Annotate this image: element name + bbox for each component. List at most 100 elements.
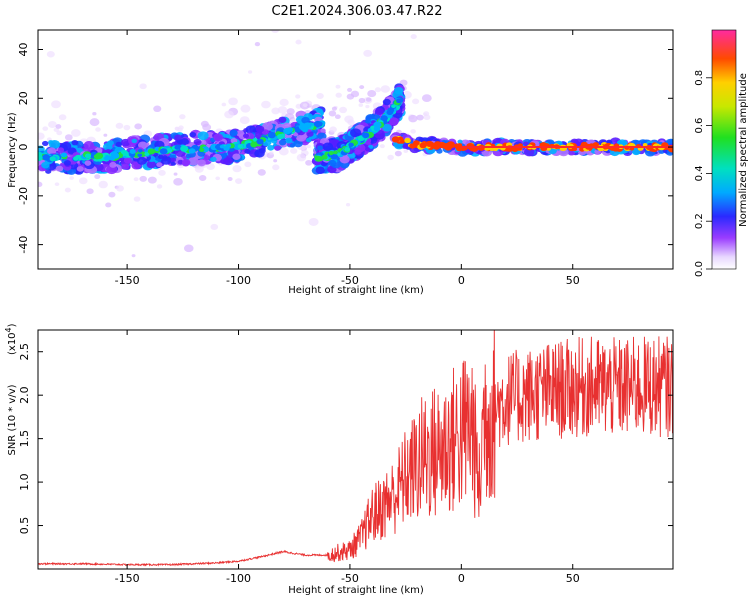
spectrogram-blob — [103, 154, 111, 161]
spectrogram-blob — [214, 144, 222, 150]
colorbar: 0.0 0.2 0.4 0.6 0.8 Normalized spectral ampl… — [694, 29, 749, 277]
spectrogram-blob — [170, 161, 177, 166]
spectrogram-blob — [188, 148, 196, 154]
spectrogram-blob — [267, 144, 275, 151]
spectrogram-blob — [206, 163, 215, 171]
snr-panel: -150 -100 -50 0 50 0.5 1.0 1.5 2.0 2.5 Height of… — [4, 323, 674, 596]
spectrogram-blob — [317, 156, 324, 162]
spectrogram-blob — [116, 185, 124, 192]
spectrogram-panel: -150 -100 -50 0 50 -40 -20 0 20 40 Height of str… — [7, 29, 674, 296]
spectrogram-blob — [95, 127, 101, 132]
spectrogram-blob — [156, 162, 163, 168]
spectrogram-blob — [199, 139, 207, 146]
spectrogram-blob — [103, 133, 108, 137]
colorbar-ticks: 0.0 0.2 0.4 0.6 0.8 — [694, 70, 712, 277]
spectrogram-blob — [131, 254, 136, 258]
spectrogram-y-ticks: -40 -20 0 20 40 — [17, 43, 673, 254]
spectrogram-blob — [120, 138, 131, 147]
snr-exponent-base: (x10 — [7, 332, 18, 355]
spectrogram-blob — [188, 157, 199, 166]
spectrogram-blob — [363, 49, 373, 57]
spectrogram-blob — [402, 143, 410, 149]
bot-y-tick-label: 2.5 — [18, 343, 31, 361]
spectrogram-blob — [69, 176, 74, 180]
spectrogram-blob — [296, 134, 304, 141]
spectrogram-blob — [368, 144, 374, 149]
spectrogram-blob — [436, 148, 443, 154]
spectrogram-blob — [147, 176, 157, 184]
spectrogram-blob — [379, 144, 385, 149]
bot-y-tick-label: 1.0 — [18, 473, 31, 491]
spectrogram-blob — [277, 106, 288, 114]
top-x-tick-label: 0 — [458, 274, 465, 287]
spectrogram-blob — [244, 161, 252, 168]
spectrogram-blob — [56, 130, 63, 136]
spectrogram-blob — [54, 182, 60, 187]
spectrogram-blob — [286, 127, 294, 133]
spectrogram-blob — [41, 161, 50, 169]
spectrogram-blob — [296, 153, 307, 162]
spectrogram-blob — [78, 177, 88, 185]
spectrogram-blob — [95, 152, 104, 160]
top-x-tick-label: -150 — [115, 274, 140, 287]
spectrogram-blob — [272, 164, 280, 171]
spectrogram-blob — [210, 156, 217, 162]
spectrogram-blob — [227, 177, 233, 182]
spectrogram-blob — [328, 110, 337, 117]
spectrogram-blob — [144, 151, 150, 156]
spectrogram-blob — [404, 137, 411, 144]
spectrogram-blob — [387, 107, 395, 113]
spectrogram-blob — [129, 148, 136, 154]
spectrogram-blob — [198, 175, 207, 182]
spectrogram-blob — [421, 94, 432, 103]
spectrogram-blob — [257, 169, 266, 176]
spectrogram-blob — [177, 127, 183, 132]
spectrogram-blob — [523, 141, 529, 147]
top-y-tick-label: 40 — [17, 43, 30, 57]
spectrogram-blob — [373, 114, 381, 120]
spectrogram-blob — [333, 150, 338, 155]
spectrogram-blob — [181, 158, 191, 166]
spectrogram-y-label: Frequency (Hz) — [7, 112, 18, 188]
spectrogram-blob — [84, 160, 92, 166]
spectrogram-blob — [173, 177, 183, 186]
spectrogram-blob — [215, 176, 221, 181]
snr-exponent-close: ) — [7, 323, 18, 327]
spectrogram-blob — [374, 107, 384, 116]
bot-y-tick-label: 1.5 — [18, 430, 31, 448]
spectrogram-blob — [38, 181, 43, 188]
spectrogram-blob — [210, 223, 219, 230]
spectrogram-blob — [344, 115, 354, 124]
snr-exponent-label: (x104) — [4, 323, 18, 355]
top-x-tick-label: 50 — [566, 274, 580, 287]
bot-y-tick-label: 0.5 — [18, 517, 31, 535]
spectrogram-blob — [391, 136, 400, 143]
spectrogram-blob — [255, 125, 265, 133]
spectrogram-blob — [350, 128, 362, 138]
spectrogram-blob — [295, 128, 301, 133]
spectrogram-blob — [261, 100, 271, 109]
snr-exponent-sup: 4 — [4, 327, 13, 332]
spectrogram-blob — [94, 174, 101, 180]
spectrogram-blob — [170, 157, 177, 163]
colorbar-tick-label: 0.2 — [694, 213, 705, 229]
spectrogram-blob — [133, 196, 141, 202]
spectrogram-blob — [224, 110, 234, 119]
bot-x-tick-label: -50 — [341, 572, 359, 585]
snr-x-label: Height of straight line (km) — [288, 585, 424, 596]
spectrogram-blob — [425, 140, 434, 148]
top-x-tick-label: -100 — [226, 274, 251, 287]
spectrogram-blob — [157, 154, 164, 160]
spectrogram-blob — [382, 123, 392, 132]
spectrogram-blob — [247, 70, 253, 74]
spectrogram-blob — [57, 147, 65, 153]
spectrogram-blob — [271, 107, 280, 115]
spectrogram-blob — [339, 155, 350, 164]
spectrogram-blob — [329, 126, 337, 133]
spectrogram-blob — [42, 154, 50, 161]
top-y-tick-label: 0 — [17, 144, 30, 151]
spectrogram-blob — [115, 141, 123, 147]
bot-y-tick-label: 2.0 — [18, 386, 31, 404]
spectrogram-blob — [394, 150, 402, 157]
spectrogram-blob — [348, 142, 354, 148]
